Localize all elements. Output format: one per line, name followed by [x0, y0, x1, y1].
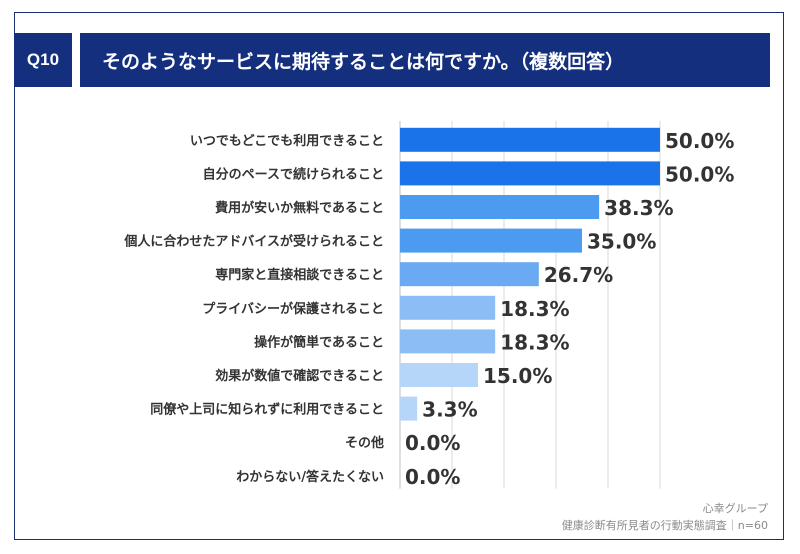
bar [400, 363, 478, 387]
bar [400, 295, 496, 320]
value-label: 0.0% [405, 465, 460, 489]
source-survey: 健康診断有所見者の行動実態調査｜n=60 [561, 519, 768, 532]
source-note: 心幸グループ 健康診断有所見者の行動実態調査｜n=60 [562, 500, 768, 534]
bar [400, 228, 582, 253]
value-label: 18.3% [500, 297, 569, 321]
value-label: 38.3% [604, 196, 673, 220]
category-label: 費用が安いか無料であること [215, 200, 384, 216]
question-title: そのようなサービスに期待することは何ですか。（複数回答） [80, 33, 770, 87]
category-label: その他 [345, 435, 384, 451]
category-label: 効果が数値で確認できること [215, 368, 384, 384]
category-label: いつでもどこでも利用できること [190, 133, 384, 149]
question-number-badge: Q10 [14, 33, 72, 87]
value-label: 50.0% [665, 162, 734, 186]
category-label: 自分のペースで続けられること [203, 166, 384, 182]
category-label: わからない/答えたくない [236, 469, 384, 485]
bar [400, 262, 539, 287]
category-label: 同僚や上司に知られずに利用できること [150, 402, 384, 418]
bar [400, 161, 660, 186]
value-label: 15.0% [483, 364, 552, 388]
category-label: 専門家と直接相談できること [215, 267, 384, 283]
category-label: プライバシーが保護されること [202, 301, 384, 317]
category-label: 個人に合わせたアドバイスが受けられること [123, 234, 384, 250]
value-label: 18.3% [500, 330, 569, 354]
value-label: 50.0% [665, 129, 734, 153]
bar [400, 127, 660, 152]
value-label: 3.3% [422, 398, 477, 422]
source-company: 心幸グループ [702, 502, 768, 515]
value-label: 26.7% [544, 263, 613, 287]
bar [400, 195, 600, 219]
value-label: 0.0% [405, 431, 460, 455]
bar [400, 396, 418, 421]
category-label: 操作が簡単であること [254, 334, 384, 350]
value-label: 35.0% [587, 230, 656, 254]
question-header: Q10 そのようなサービスに期待することは何ですか。（複数回答） [14, 33, 774, 87]
chart-frame [14, 12, 784, 540]
bar [400, 329, 496, 354]
